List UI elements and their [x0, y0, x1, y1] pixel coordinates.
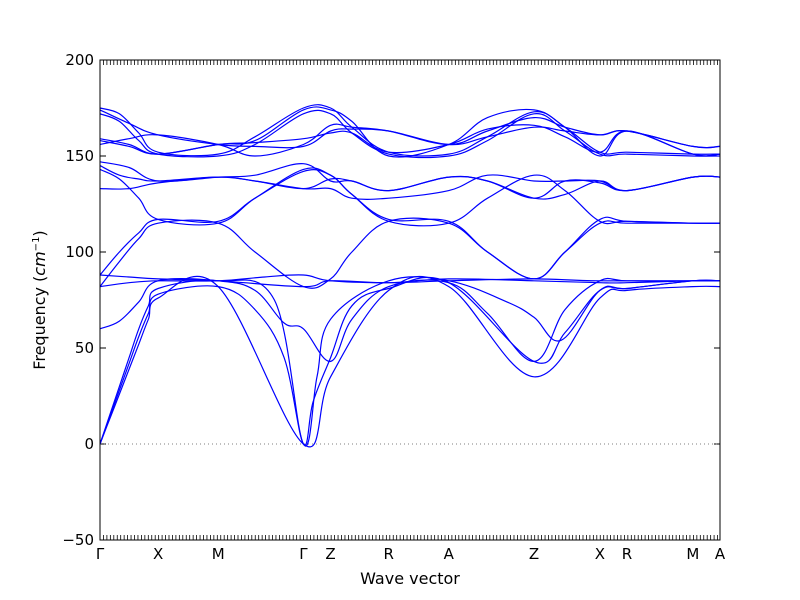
x-axis-label: Wave vector — [360, 569, 460, 588]
x-tick-label: R — [383, 545, 393, 563]
y-tick-label: −50 — [62, 531, 94, 549]
y-axis-unit-exponent: −1 — [31, 237, 42, 252]
series-line — [99, 217, 720, 289]
series-line — [99, 109, 721, 159]
y-tick-labels: −50 0 50 100 150 200 — [62, 51, 94, 549]
y-axis-label-close: ) — [30, 230, 49, 236]
series-line — [99, 169, 721, 280]
y-axis-unit-base: cm — [30, 251, 49, 275]
x-tick-label: Γ — [96, 545, 105, 563]
x-tick-label: R — [622, 545, 632, 563]
series-line — [99, 106, 721, 158]
series-line — [99, 109, 721, 149]
series-line — [99, 274, 721, 288]
series-line — [99, 276, 721, 447]
x-tick-label: M — [686, 545, 699, 563]
y-axis-label-text: Frequency ( — [30, 276, 49, 370]
y-tick-label: 200 — [65, 51, 94, 69]
series-line — [99, 124, 721, 157]
x-tick-label: X — [595, 545, 605, 563]
y-tick-label: 0 — [84, 435, 94, 453]
x-tick-label: A — [444, 545, 455, 563]
series-line — [99, 165, 721, 200]
series-line — [99, 276, 721, 446]
plot-frame — [99, 59, 721, 541]
series-line — [99, 161, 721, 199]
x-tick-label: X — [153, 545, 163, 563]
y-tick-label: 50 — [75, 339, 94, 357]
series-group — [99, 104, 721, 448]
series-line — [99, 116, 721, 157]
series-line — [99, 275, 721, 448]
y-axis-label: Frequency (cm−1) — [30, 230, 49, 369]
x-tick-label: Z — [529, 545, 539, 563]
axis-ticks — [99, 59, 720, 541]
x-tick-label: M — [212, 545, 225, 563]
x-tick-label: Z — [325, 545, 335, 563]
series-line — [99, 104, 721, 157]
x-tick-label: A — [715, 545, 726, 563]
y-tick-label: 100 — [65, 243, 94, 261]
y-tick-label: 150 — [65, 147, 94, 165]
series-line — [99, 274, 721, 288]
x-tick-label: Γ — [299, 545, 308, 563]
series-line — [99, 167, 721, 227]
